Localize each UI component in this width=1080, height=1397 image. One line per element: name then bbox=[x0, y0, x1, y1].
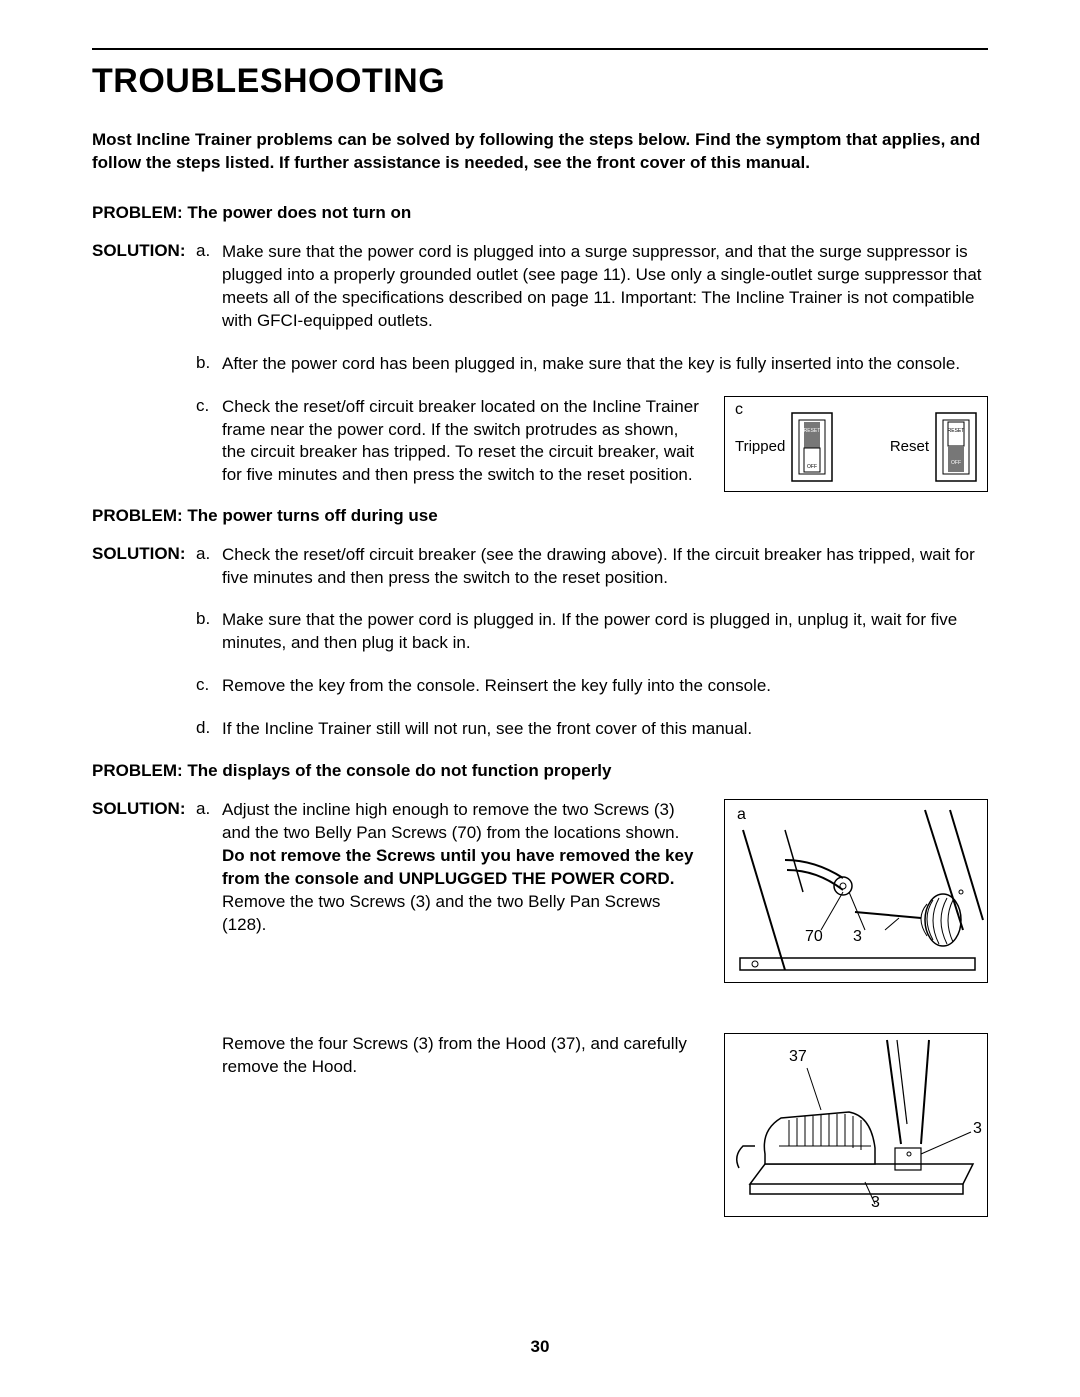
callout-70: 70 bbox=[805, 928, 823, 946]
figure-hood: 37 3 3 bbox=[724, 1033, 988, 1217]
letter-c: c. bbox=[196, 396, 216, 416]
letter-a: a. bbox=[196, 241, 216, 261]
reset-label: Reset bbox=[890, 438, 929, 455]
solution-prefix: SOLUTION: bbox=[92, 544, 190, 564]
solution-3-continued: Remove the four Screws (3) from the Hood… bbox=[196, 1033, 988, 1217]
page-title: TROUBLESHOOTING bbox=[92, 62, 988, 101]
solution-3a-bold: Do not remove the Screws until you have … bbox=[222, 846, 693, 888]
page-number: 30 bbox=[0, 1337, 1080, 1357]
svg-text:RESET: RESET bbox=[804, 428, 821, 434]
solution-1c-row: c. Check the reset/off circuit breaker l… bbox=[196, 396, 704, 488]
solution-prefix: SOLUTION: bbox=[92, 799, 190, 819]
letter-a: a. bbox=[196, 544, 216, 564]
figure-belly-pan: a bbox=[724, 799, 988, 983]
solution-2b-text: Make sure that the power cord is plugged… bbox=[222, 609, 988, 655]
solution-prefix: SOLUTION: bbox=[92, 241, 190, 261]
solution-2c-row: c. Remove the key from the console. Rein… bbox=[196, 675, 988, 698]
figure-c-letter: c bbox=[735, 401, 743, 419]
solution-2d-row: d. If the Incline Trainer still will not… bbox=[196, 718, 988, 741]
problem-1-title: The power does not turn on bbox=[187, 203, 411, 222]
svg-text:OFF: OFF bbox=[807, 464, 817, 470]
letter-a: a. bbox=[196, 799, 216, 819]
problem-prefix: PROBLEM: bbox=[92, 203, 183, 222]
solution-2b-row: b. Make sure that the power cord is plug… bbox=[196, 609, 988, 655]
solution-3a-part1: Adjust the incline high enough to remove… bbox=[222, 800, 679, 842]
tripped-switch-icon: RESET OFF bbox=[791, 412, 833, 482]
letter-c: c. bbox=[196, 675, 216, 695]
solution-2a-row: SOLUTION: a. Check the reset/off circuit… bbox=[92, 544, 988, 590]
svg-text:RESET: RESET bbox=[948, 428, 965, 434]
problem-2-heading: PROBLEM: The power turns off during use bbox=[92, 506, 988, 526]
tripped-group: Tripped RESET OFF bbox=[735, 412, 833, 482]
problem-prefix: PROBLEM: bbox=[92, 761, 183, 780]
solution-1b-row: b. After the power cord has been plugged… bbox=[196, 353, 988, 376]
solution-3a-row: SOLUTION: a. Adjust the incline high eno… bbox=[92, 799, 988, 983]
letter-b: b. bbox=[196, 609, 216, 629]
callout-3: 3 bbox=[853, 928, 862, 946]
solution-1c-text: Check the reset/off circuit breaker loca… bbox=[222, 396, 704, 488]
callout-3-right: 3 bbox=[973, 1120, 982, 1138]
solution-3a-cont-text: Remove the four Screws (3) from the Hood… bbox=[222, 1034, 687, 1076]
reset-group: Reset RESET OFF bbox=[890, 412, 977, 482]
solution-3a-text: Adjust the incline high enough to remove… bbox=[222, 800, 693, 934]
solution-1c-with-figure: c. Check the reset/off circuit breaker l… bbox=[196, 396, 988, 492]
reset-switch-icon: RESET OFF bbox=[935, 412, 977, 482]
solution-3a-part2: Remove the two Screws (3) and the two Be… bbox=[222, 892, 660, 934]
svg-text:OFF: OFF bbox=[951, 460, 961, 466]
problem-prefix: PROBLEM: bbox=[92, 506, 183, 525]
solution-3a-hood-row: Remove the four Screws (3) from the Hood… bbox=[196, 1033, 988, 1217]
solution-1-continued: b. After the power cord has been plugged… bbox=[196, 353, 988, 492]
problem-3-title: The displays of the console do not funct… bbox=[187, 761, 611, 780]
tripped-label: Tripped bbox=[735, 438, 785, 455]
solution-1a-row: SOLUTION: a. Make sure that the power co… bbox=[92, 241, 988, 333]
top-rule bbox=[92, 48, 988, 50]
belly-pan-diagram-icon bbox=[725, 800, 989, 984]
problem-2-title: The power turns off during use bbox=[187, 506, 437, 525]
manual-page: TROUBLESHOOTING Most Incline Trainer pro… bbox=[0, 0, 1080, 1397]
solution-1a-text: Make sure that the power cord is plugged… bbox=[222, 241, 988, 333]
figure-circuit-breaker: c Tripped RESET OFF bbox=[724, 396, 988, 492]
intro-text: Most Incline Trainer problems can be sol… bbox=[92, 129, 988, 175]
letter-d: d. bbox=[196, 718, 216, 738]
solution-2a-text: Check the reset/off circuit breaker (see… bbox=[222, 544, 988, 590]
problem-3-heading: PROBLEM: The displays of the console do … bbox=[92, 761, 988, 781]
problem-1-heading: PROBLEM: The power does not turn on bbox=[92, 203, 988, 223]
callout-37: 37 bbox=[789, 1048, 807, 1066]
letter-b: b. bbox=[196, 353, 216, 373]
solution-1b-text: After the power cord has been plugged in… bbox=[222, 353, 960, 376]
solution-2-continued: b. Make sure that the power cord is plug… bbox=[196, 609, 988, 741]
solution-2c-text: Remove the key from the console. Reinser… bbox=[222, 675, 771, 698]
hood-diagram-icon bbox=[725, 1034, 989, 1218]
callout-3-bottom: 3 bbox=[871, 1194, 880, 1212]
solution-2d-text: If the Incline Trainer still will not ru… bbox=[222, 718, 752, 741]
